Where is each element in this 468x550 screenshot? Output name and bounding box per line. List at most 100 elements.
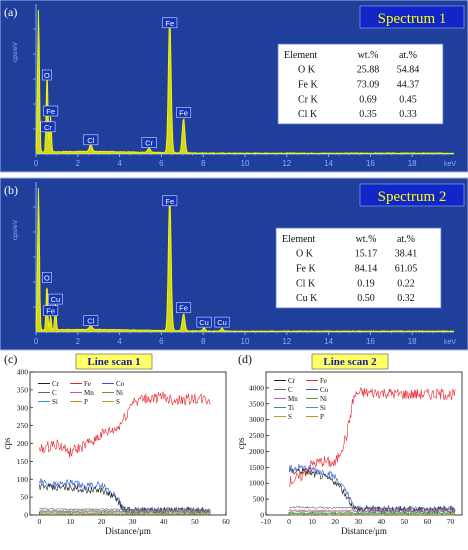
eds-table-cell: O K (298, 65, 316, 76)
eds-title-box (359, 183, 465, 207)
eds-table-header: at.% (399, 50, 417, 61)
scan-x-tick-label: 20 (98, 517, 106, 526)
scan-legend-label: C (52, 389, 57, 397)
eds-table-header: wt.% (358, 50, 379, 61)
scan-series-co (39, 478, 211, 516)
eds-x-label: keV (444, 339, 456, 346)
eds-peak-badge (141, 137, 157, 148)
scan-legend-label: S (288, 413, 292, 421)
scan-series-s (289, 512, 456, 516)
scan-x-tick-label: 30 (129, 517, 137, 526)
eds-peak-badge (43, 305, 59, 316)
scan-y-tick-label: 100 (17, 475, 29, 484)
eds-table-cell: 44.37 (397, 79, 420, 90)
eds-table-cell: Fe K (298, 79, 319, 90)
eds-x-tick-label: 14 (324, 159, 333, 168)
eds-spectrum-line (35, 9, 455, 154)
scan-x-tick-label: 30 (354, 517, 362, 526)
eds-peak-label: Cl (87, 317, 94, 326)
scan-y-tick-label: 1000 (249, 479, 264, 488)
scan-x-tick-label: 0 (287, 517, 291, 526)
scan-legend-label: Mn (288, 395, 298, 403)
eds-y-label: cps/eV (12, 41, 19, 62)
scan-legend-label: Ni (320, 395, 327, 403)
eds-x-tick-label: 18 (408, 337, 417, 346)
eds-peak-label: Cu (217, 318, 227, 327)
eds-peak-label: Cr (145, 139, 153, 148)
eds-panel-label: (b) (4, 183, 18, 197)
eds-table-cell: 61.05 (395, 263, 418, 274)
scan-legend-label: Cr (52, 380, 60, 388)
scan-legend-label: C (288, 386, 293, 394)
scan-legend-label: Si (52, 398, 58, 406)
scan-legend-label: Fe (84, 380, 91, 388)
eds-peak-label: Cl (87, 136, 94, 145)
scan-legend-label: Cr (288, 377, 296, 385)
eds-x-tick-label: 8 (201, 159, 206, 168)
eds-x-tick-label: 18 (408, 159, 417, 168)
eds-table-cell: 0.33 (399, 109, 417, 120)
eds-table-header: at.% (397, 234, 415, 245)
scan-title-box (75, 353, 153, 370)
eds-peak-badge (176, 107, 192, 118)
scan-y-tick-label: 300 (17, 403, 29, 412)
scan-legend-label: Co (116, 380, 125, 388)
scan-x-label: Distance/μm (341, 526, 387, 536)
eds-x-tick-label: 12 (282, 159, 291, 168)
scan-x-label: Distance/μm (105, 526, 151, 536)
eds-table-cell: 25.88 (357, 65, 380, 76)
eds-table-header: wt.% (356, 234, 377, 245)
scan-legend-label: Ti (288, 404, 294, 412)
scan-title: Line scan 2 (323, 356, 377, 368)
eds-peak-badge (41, 69, 52, 81)
scan-x-tick-label: 60 (424, 517, 432, 526)
eds-peak-badge (83, 134, 99, 146)
scan-legend-label: Si (320, 404, 326, 412)
eds-table-cell: O K (296, 249, 314, 260)
scan-y-tick-label: 200 (17, 439, 29, 448)
scan-x-tick-label: 40 (160, 517, 168, 526)
scan-series-ti (288, 511, 456, 515)
scan-legend-label: Mn (84, 389, 94, 397)
scan-x-tick-label: 40 (378, 517, 386, 526)
scan-title-box (311, 353, 389, 370)
eds-table-cell: 0.32 (397, 293, 415, 304)
scan-y-tick-label: 350 (17, 385, 29, 394)
eds-table-cell: 0.69 (359, 94, 377, 105)
eds-peak-label: Cu (199, 318, 209, 327)
eds-panel-1: 0 2 4 6 8 10 12 14 16 18 keV cps/eV O Fe Cr Cl Cr Fe Fe Spe… (0, 0, 468, 173)
eds-table-cell: 15.17 (355, 249, 378, 260)
eds-table-cell: Cl K (296, 278, 316, 289)
eds-y-label: cps/eV (12, 219, 19, 240)
eds-x-tick-label: 0 (34, 159, 39, 168)
eds-x-tick-label: 2 (76, 159, 81, 168)
eds-peak-badge (41, 272, 52, 283)
eds-peak-label: Fe (179, 108, 188, 117)
scan-x-tick-label: 10 (67, 517, 75, 526)
eds-table-cell: 84.14 (355, 263, 378, 274)
eds-x-tick-label: 6 (159, 337, 164, 346)
scan-y-tick-label: 3500 (249, 399, 264, 408)
eds-table-cell: 0.45 (399, 94, 417, 105)
scan-x-tick-label: -10 (261, 517, 271, 526)
eds-x-tick-label: 6 (159, 159, 164, 168)
eds-x-tick-label: 4 (117, 159, 122, 168)
scan-title: Line scan 1 (87, 356, 140, 368)
eds-table-cell: 0.35 (359, 109, 377, 120)
eds-title: Spectrum 1 (378, 11, 447, 27)
scan-panel-label: (c) (4, 352, 17, 366)
scan-y-tick-label: 3000 (249, 415, 264, 424)
eds-table-cell: 0.50 (357, 293, 375, 304)
eds-peak-label: Fe (46, 107, 55, 116)
scan-y-tick-label: 50 (21, 493, 29, 502)
eds-peak-label: Fe (165, 197, 174, 206)
eds-table-box (277, 43, 444, 125)
eds-x-tick-label: 0 (34, 337, 39, 346)
scan-y-label: cps (236, 437, 246, 449)
eds-table-cell: Cu K (296, 293, 318, 304)
scan-y-tick-label: 2000 (249, 447, 264, 456)
eds-table-header: Element (284, 50, 318, 61)
scan-legend-label: Ni (116, 389, 123, 397)
eds-x-tick-label: 16 (366, 159, 375, 168)
scan-series-cr (39, 483, 211, 516)
